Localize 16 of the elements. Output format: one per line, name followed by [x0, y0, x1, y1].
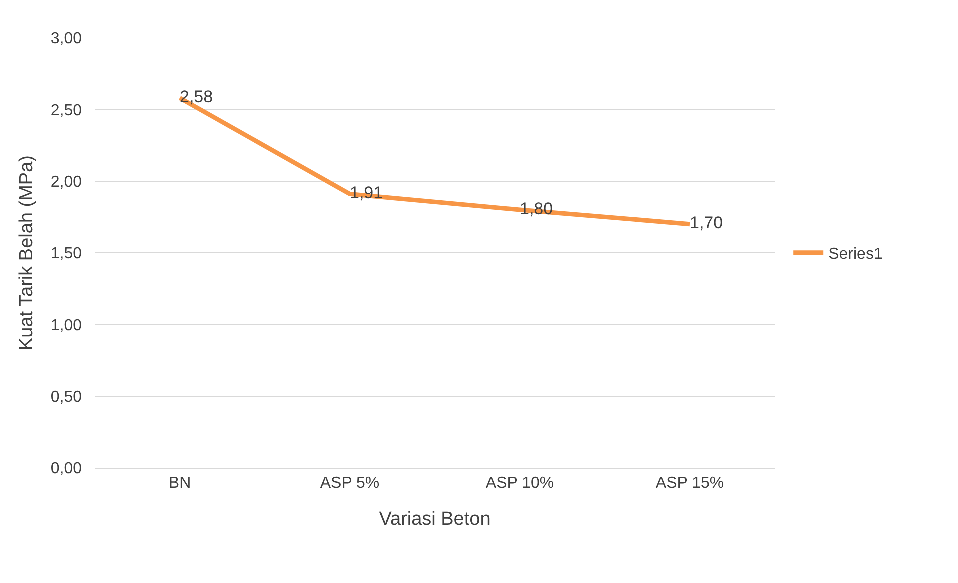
x-tick-label: ASP 10% — [486, 475, 554, 492]
y-tick-label: 2,50 — [50, 102, 82, 120]
legend-label: Series1 — [828, 246, 883, 264]
x-tick-label: BN — [168, 475, 192, 492]
x-tick-label: ASP 15% — [656, 475, 724, 492]
data-label: 1,70 — [690, 214, 724, 233]
y-tick-label: 2,00 — [50, 174, 82, 191]
y-tick-label: 0,50 — [50, 388, 82, 406]
y-tick-label: 1,50 — [50, 246, 82, 263]
y-tick-label: 3,00 — [50, 30, 82, 48]
data-label: 2,58 — [180, 87, 214, 106]
x-tick-label: ASP 5% — [320, 475, 380, 492]
y-axis-title: Kuat Tarik Belah (MPa) — [16, 155, 38, 351]
x-axis-title: Variasi Beton — [379, 509, 491, 530]
y-tick-label: 1,00 — [50, 317, 82, 334]
y-tick-label: 0,00 — [50, 460, 82, 478]
